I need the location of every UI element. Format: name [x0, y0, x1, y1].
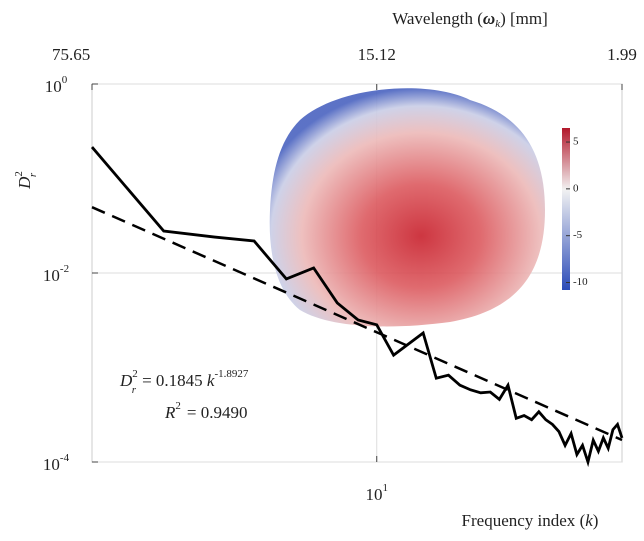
tick-base: 10: [43, 455, 60, 474]
tick-base: 10: [365, 485, 382, 504]
subscript: k: [495, 18, 501, 30]
tick-base: 10: [45, 77, 62, 96]
sub: r: [132, 384, 137, 396]
lhs: D: [119, 371, 133, 390]
tick-exponent: -4: [60, 452, 70, 464]
r-squared: R2 = 0.9490: [164, 400, 247, 422]
exponent: -1.8927: [214, 368, 248, 380]
unit: [mm]: [510, 9, 548, 28]
y-axis-label: D2 r: [13, 171, 39, 190]
sub: r: [27, 172, 39, 177]
colorbar: [562, 128, 570, 290]
grid: [91, 83, 623, 463]
marks: [90, 146, 624, 468]
text: Wavelength: [392, 9, 473, 28]
value: = 0.9490: [187, 403, 248, 422]
sup: 2: [132, 368, 138, 380]
tick-label: 10-4: [43, 452, 70, 474]
colorbar-tick-label: 0: [573, 182, 579, 194]
data-line: [90, 146, 624, 468]
symbol: D: [15, 176, 34, 190]
tick-label: 100: [45, 74, 68, 96]
tick-base: 10: [43, 266, 60, 285]
top-axis-label: Wavelength (ωk) [mm]: [392, 9, 548, 30]
top-tick-label: 15.12: [358, 45, 396, 64]
x-axis-label: Frequency index (k): [462, 511, 599, 530]
sup: 2: [175, 400, 181, 412]
top-tick-label: 75.65: [52, 45, 90, 64]
symbol: ω: [483, 9, 495, 28]
tick-label: 10-2: [43, 263, 69, 285]
fit-equation: D2 r = 0.1845 k-1.8927: [119, 368, 249, 396]
colorbar-tick-label: -10: [573, 276, 588, 288]
sup: 2: [13, 171, 25, 177]
lhs: R: [164, 403, 176, 422]
tick-label: 101: [365, 482, 388, 504]
coef: = 0.1845: [142, 371, 203, 390]
tick-exponent: 0: [62, 74, 68, 86]
symbol: k: [585, 511, 593, 530]
tick-exponent: 1: [382, 482, 388, 494]
fit-line: [91, 206, 623, 442]
top-tick-label: 1.99: [607, 45, 637, 64]
inset-heatmap: [269, 88, 545, 327]
colorbar-tick-label: 5: [573, 136, 579, 148]
tick-exponent: -2: [60, 263, 69, 275]
colorbar-tick-label: -5: [573, 229, 583, 241]
text: Frequency index: [462, 511, 576, 530]
var: k: [207, 371, 215, 390]
